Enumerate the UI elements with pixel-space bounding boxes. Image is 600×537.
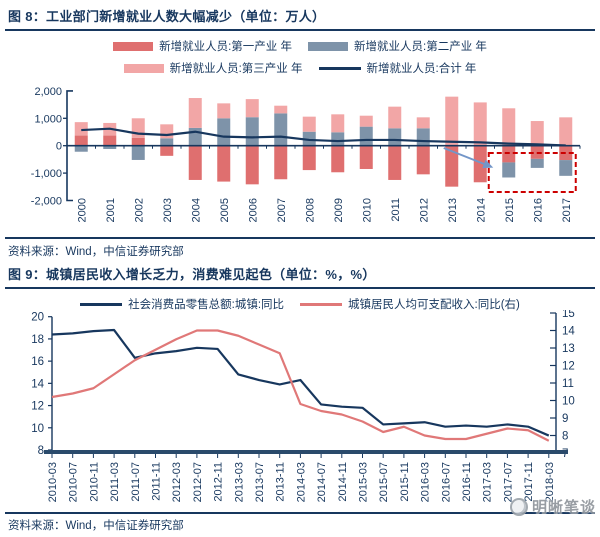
svg-text:2011: 2011 (390, 198, 402, 222)
legend-label-retail: 社会消费品零售总额:城镇:同比 (128, 299, 285, 311)
svg-text:20: 20 (31, 312, 44, 324)
svg-text:18: 18 (31, 334, 44, 346)
svg-text:2012-11: 2012-11 (213, 462, 225, 502)
svg-text:1,000: 1,000 (34, 113, 62, 125)
svg-text:9: 9 (562, 413, 568, 425)
svg-text:-1,000: -1,000 (31, 168, 62, 180)
svg-text:2010-11: 2010-11 (88, 462, 100, 502)
figure8-bottom-rule (5, 237, 595, 239)
svg-text:2011-07: 2011-07 (130, 462, 142, 502)
svg-text:2001: 2001 (105, 198, 117, 222)
svg-text:2005: 2005 (219, 198, 231, 222)
svg-text:2013-11: 2013-11 (275, 462, 287, 502)
svg-text:2013-07: 2013-07 (254, 462, 266, 502)
legend-swatch-second-industry (308, 41, 348, 51)
svg-text:8: 8 (562, 431, 568, 443)
svg-text:-2,000: -2,000 (31, 196, 62, 208)
svg-text:2012: 2012 (418, 198, 430, 222)
svg-text:2015-11: 2015-11 (399, 462, 411, 502)
svg-text:10: 10 (562, 396, 575, 408)
svg-text:2008: 2008 (304, 198, 316, 222)
svg-text:2012-03: 2012-03 (171, 462, 183, 502)
svg-text:2,000: 2,000 (34, 86, 62, 98)
svg-text:15: 15 (562, 310, 575, 320)
figure9-source: 资料来源：Wind，中信证券研究部 (8, 520, 184, 532)
figure8-canvas: 2,000 1,000 0 -1,000 -2,000 2000 2001 2002 2003 2… (31, 86, 581, 222)
svg-text:2014: 2014 (475, 198, 487, 222)
svg-text:2003: 2003 (162, 198, 174, 222)
figure8-legend: 新增就业人员:第一产业 年 新增就业人员:第二产业 年 新增就业人员:第三产业 … (0, 38, 600, 76)
legend-swatch-retail-line (80, 302, 123, 306)
svg-text:2000: 2000 (76, 198, 88, 222)
svg-text:2010: 2010 (361, 198, 373, 222)
figure9-canvas: 20181614121081514131211109872010-032010-… (31, 310, 575, 502)
svg-text:2014-11: 2014-11 (337, 462, 349, 502)
svg-text:14: 14 (562, 326, 575, 338)
watermark: 明晰笔谈 (509, 496, 596, 517)
figure8-legend-row1: 新增就业人员:第一产业 年 新增就业人员:第二产业 年 (113, 38, 487, 54)
svg-text:2016-07: 2016-07 (440, 462, 452, 502)
legend-swatch-third-industry (123, 63, 164, 73)
svg-text:2007: 2007 (276, 198, 288, 222)
legend-swatch-first-industry (113, 41, 154, 51)
svg-text:2017-03: 2017-03 (482, 462, 494, 502)
svg-text:2017-07: 2017-07 (502, 462, 514, 502)
legend-item-second-industry: 新增就业人员:第二产业 年 (308, 38, 487, 54)
svg-text:2015-03: 2015-03 (358, 462, 370, 502)
legend-item-total: 新增就业人员:合计 年 (318, 60, 477, 76)
legend-swatch-total-line (318, 66, 361, 70)
legend-item-income: 城镇居民人均可支配收入:同比(右) (300, 296, 520, 312)
svg-text:2017-11: 2017-11 (523, 462, 535, 502)
svg-text:2004: 2004 (190, 198, 202, 222)
legend-item-retail: 社会消费品零售总额:城镇:同比 (80, 296, 284, 312)
svg-text:11: 11 (562, 378, 574, 390)
legend-item-first-industry: 新增就业人员:第一产业 年 (113, 38, 292, 54)
figure8-title: 图 8：工业部门新增就业人数大幅减少（单位：万人） (5, 6, 595, 31)
legend-item-third-industry: 新增就业人员:第三产业 年 (123, 60, 303, 76)
svg-text:16: 16 (31, 356, 44, 368)
svg-text:2002: 2002 (133, 198, 145, 222)
svg-text:0: 0 (56, 141, 62, 153)
svg-text:2016-03: 2016-03 (420, 462, 432, 502)
figure9-bottom-rule (5, 512, 595, 514)
legend-label-second-industry: 新增就业人员:第二产业 年 (354, 41, 487, 53)
figure9-legend: 社会消费品零售总额:城镇:同比 城镇居民人均可支配收入:同比(右) (0, 296, 600, 312)
legend-label-income: 城镇居民人均可支配收入:同比(右) (348, 299, 520, 311)
svg-text:2010-03: 2010-03 (47, 462, 59, 502)
svg-text:2018-03: 2018-03 (544, 462, 556, 502)
watermark-logo-icon (509, 497, 528, 516)
legend-label-first-industry: 新增就业人员:第一产业 年 (159, 41, 292, 53)
svg-text:2011-03: 2011-03 (109, 462, 121, 502)
svg-text:14: 14 (31, 378, 44, 390)
svg-text:2014-03: 2014-03 (295, 462, 307, 502)
svg-text:2010-07: 2010-07 (68, 462, 80, 502)
svg-text:2015: 2015 (504, 198, 516, 222)
svg-text:13: 13 (562, 343, 575, 355)
legend-label-total: 新增就业人员:合计 年 (366, 63, 477, 75)
svg-text:2016: 2016 (532, 198, 544, 222)
svg-text:12: 12 (31, 401, 44, 413)
figure8-source: 资料来源：Wind，中信证券研究部 (8, 246, 184, 258)
watermark-text: 明晰笔谈 (531, 499, 596, 516)
svg-text:2013: 2013 (447, 198, 459, 222)
legend-swatch-income-line (300, 302, 343, 306)
svg-text:2011-11: 2011-11 (151, 462, 163, 501)
svg-text:2013-03: 2013-03 (233, 462, 245, 502)
svg-text:2009: 2009 (333, 198, 345, 222)
figure9-legend-row: 社会消费品零售总额:城镇:同比 城镇居民人均可支配收入:同比(右) (80, 296, 520, 312)
svg-text:2014-07: 2014-07 (316, 462, 328, 502)
figure8-legend-row2: 新增就业人员:第三产业 年 新增就业人员:合计 年 (123, 60, 477, 76)
svg-text:12: 12 (562, 361, 575, 373)
svg-text:2016-11: 2016-11 (461, 462, 473, 502)
svg-text:2012-07: 2012-07 (192, 462, 204, 502)
svg-text:2006: 2006 (247, 198, 259, 222)
figure9-title: 图 9：城镇居民收入增长乏力，消费难见起色（单位：%，%） (5, 264, 595, 289)
svg-text:2015-07: 2015-07 (378, 462, 390, 502)
legend-label-third-industry: 新增就业人员:第三产业 年 (169, 63, 303, 75)
svg-text:8: 8 (38, 445, 44, 457)
svg-text:2017: 2017 (561, 198, 573, 222)
svg-text:10: 10 (31, 423, 44, 435)
